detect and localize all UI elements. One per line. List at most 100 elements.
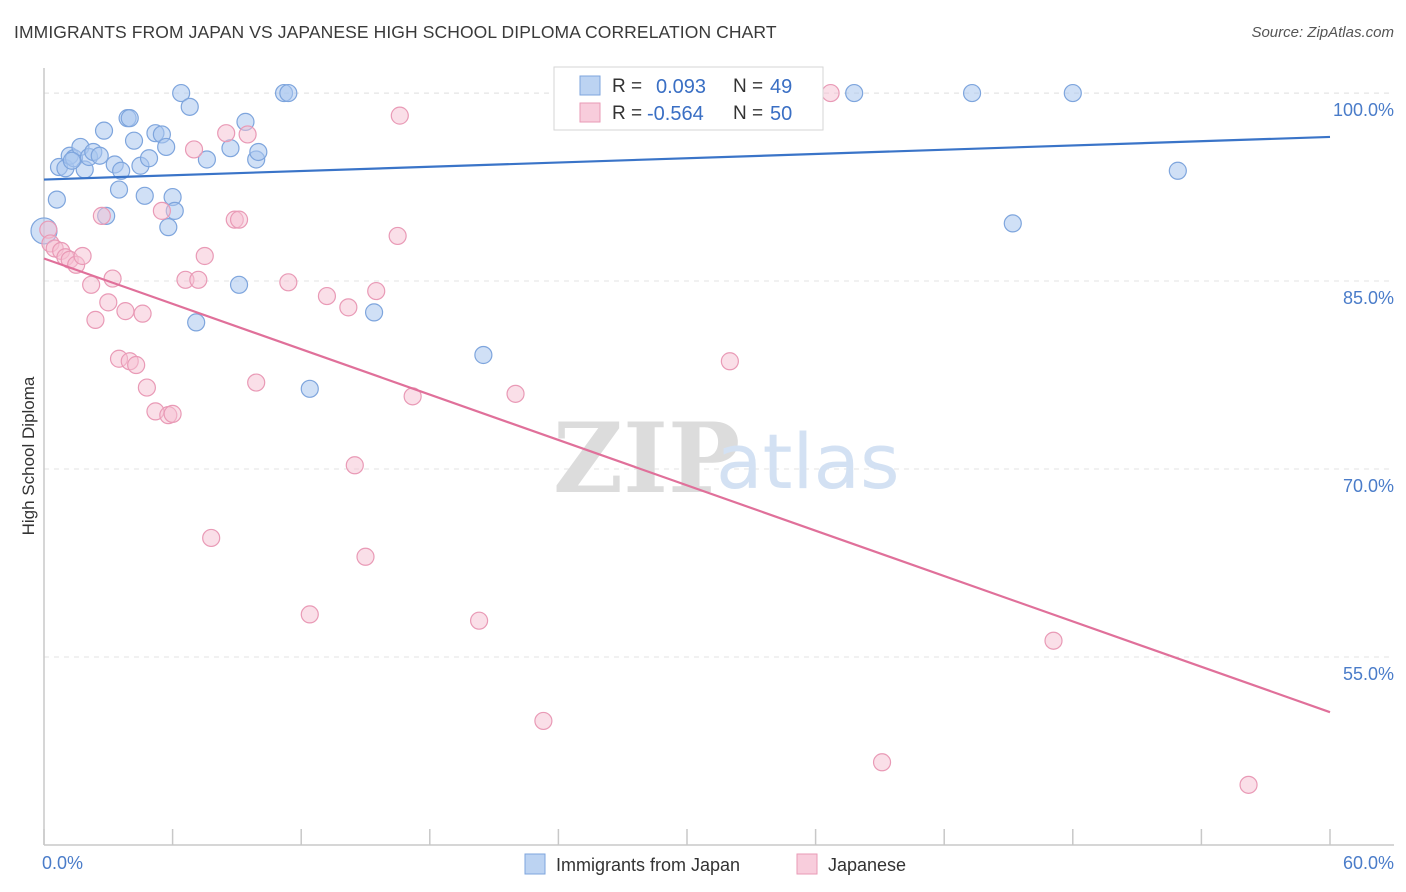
point-japanese-44 (506, 384, 525, 403)
point-japanese-37 (345, 456, 364, 475)
point-japanese-26 (195, 246, 214, 266)
point-japanese-45 (534, 711, 553, 731)
point-japanese-34 (300, 605, 319, 624)
stats-r-label-blue: R = (612, 76, 642, 97)
stats-n-label-pink: N = (733, 103, 763, 124)
point-immigrants-from-japan-10 (90, 146, 109, 165)
point-immigrants-from-japan-36 (249, 142, 268, 162)
y-axis-label: High School Diploma (19, 376, 38, 535)
point-immigrants-from-japan-33 (229, 275, 249, 294)
point-immigrants-from-japan-25 (159, 218, 178, 237)
point-japanese-40 (388, 226, 407, 246)
point-japanese-48 (872, 753, 892, 772)
point-immigrants-from-japan-46 (1063, 83, 1082, 103)
y-tick-labels: 55.0% 70.0% 85.0% 100.0% (1333, 100, 1394, 684)
point-japanese-10 (92, 206, 111, 225)
stats-swatch-pink (579, 102, 601, 123)
point-japanese-31 (238, 125, 257, 144)
point-japanese-24 (184, 140, 204, 159)
point-immigrants-from-japan-47 (1168, 161, 1187, 180)
point-japanese-35 (317, 286, 337, 306)
point-japanese-16 (127, 355, 146, 375)
gridlines (44, 92, 1394, 658)
point-japanese-18 (137, 378, 156, 397)
stats-legend: R = 0.093 N = 49 R = -0.564 N = 50 (553, 66, 824, 131)
point-japanese-47 (821, 83, 840, 103)
point-japanese-33 (279, 273, 298, 292)
point-japanese-20 (152, 201, 171, 220)
stats-n-value-pink: 50 (770, 103, 792, 125)
point-immigrants-from-japan-15 (112, 161, 131, 180)
legend-swatch-immigrants-from-japan (524, 853, 546, 875)
point-immigrants-from-japan-32 (221, 139, 240, 158)
point-immigrants-from-japan-21 (139, 149, 159, 168)
point-japanese-38 (356, 547, 375, 566)
stats-n-value-blue: 49 (770, 76, 792, 98)
point-japanese-14 (116, 302, 135, 321)
point-japanese-46 (720, 352, 739, 371)
y-tick-label-85: 85.0% (1343, 288, 1394, 308)
point-japanese-27 (202, 528, 221, 548)
point-japanese-11 (99, 293, 118, 312)
point-immigrants-from-japan-30 (187, 313, 206, 332)
point-japanese-28 (217, 124, 236, 143)
legend-label-japanese: Japanese (828, 855, 906, 875)
point-immigrants-from-japan-43 (845, 83, 864, 103)
point-immigrants-from-japan-28 (172, 83, 191, 103)
stats-r-label-pink: R = (612, 103, 642, 124)
trend-line-japanese (43, 257, 1331, 714)
point-immigrants-from-japan-31 (197, 150, 216, 169)
point-immigrants-from-japan-48 (62, 151, 81, 170)
point-immigrants-from-japan-14 (109, 180, 129, 199)
point-immigrants-from-japan-17 (120, 109, 139, 128)
x-tick-label-max: 60.0% (1343, 853, 1394, 873)
point-immigrants-from-japan-18 (124, 131, 144, 150)
point-japanese-49 (1044, 631, 1063, 650)
point-japanese-9 (86, 310, 105, 329)
point-immigrants-from-japan-20 (135, 186, 154, 205)
point-japanese-25 (189, 270, 208, 289)
point-immigrants-from-japan-45 (1003, 214, 1022, 233)
point-immigrants-from-japan-24 (157, 137, 176, 157)
point-japanese-22 (163, 404, 182, 423)
legend-label-immigrants-from-japan: Immigrants from Japan (556, 855, 740, 875)
bottom-legend: Immigrants from Japan Japanese (524, 853, 906, 875)
point-immigrants-from-japan-40 (364, 303, 384, 322)
source-label: Source: ZipAtlas.com (1251, 24, 1394, 41)
point-japanese-50 (1239, 775, 1258, 794)
stats-swatch-blue (579, 75, 601, 96)
trend-line-immigrants-from-japan (43, 135, 1331, 181)
point-immigrants-from-japan-39 (300, 379, 319, 398)
watermark-zip: ZIP (553, 402, 740, 515)
point-japanese-17 (133, 304, 152, 323)
point-immigrants-from-japan-38 (279, 83, 298, 103)
point-japanese-7 (73, 246, 92, 266)
point-japanese-39 (367, 281, 386, 301)
point-immigrants-from-japan-11 (94, 121, 114, 140)
legend-swatch-japanese (796, 853, 818, 875)
stats-r-value-pink: -0.564 (647, 103, 704, 125)
stats-r-value-blue: 0.093 (656, 76, 706, 98)
point-japanese-32 (247, 373, 266, 392)
series-immigrants-from-japan (30, 83, 1187, 398)
trend-lines (43, 135, 1331, 714)
point-immigrants-from-japan-1 (47, 190, 66, 209)
x-tick-label-min: 0.0% (42, 853, 83, 873)
point-immigrants-from-japan-44 (962, 83, 982, 103)
y-tick-label-70: 70.0% (1343, 476, 1394, 496)
point-japanese-30 (229, 210, 249, 229)
watermark-atlas: atlas (716, 417, 900, 506)
y-tick-label-55: 55.0% (1343, 664, 1394, 684)
point-japanese-43 (469, 611, 489, 630)
point-japanese-41 (390, 106, 409, 125)
x-ticks (43, 829, 1331, 845)
point-japanese-8 (82, 275, 101, 294)
series-japanese (39, 83, 1258, 794)
stats-n-label-blue: N = (733, 76, 763, 97)
chart-title: IMMIGRANTS FROM JAPAN VS JAPANESE HIGH S… (14, 22, 777, 42)
point-japanese-36 (339, 298, 358, 317)
point-immigrants-from-japan-29 (180, 97, 199, 116)
y-tick-label-100: 100.0% (1333, 100, 1394, 120)
point-immigrants-from-japan-41 (474, 345, 493, 365)
